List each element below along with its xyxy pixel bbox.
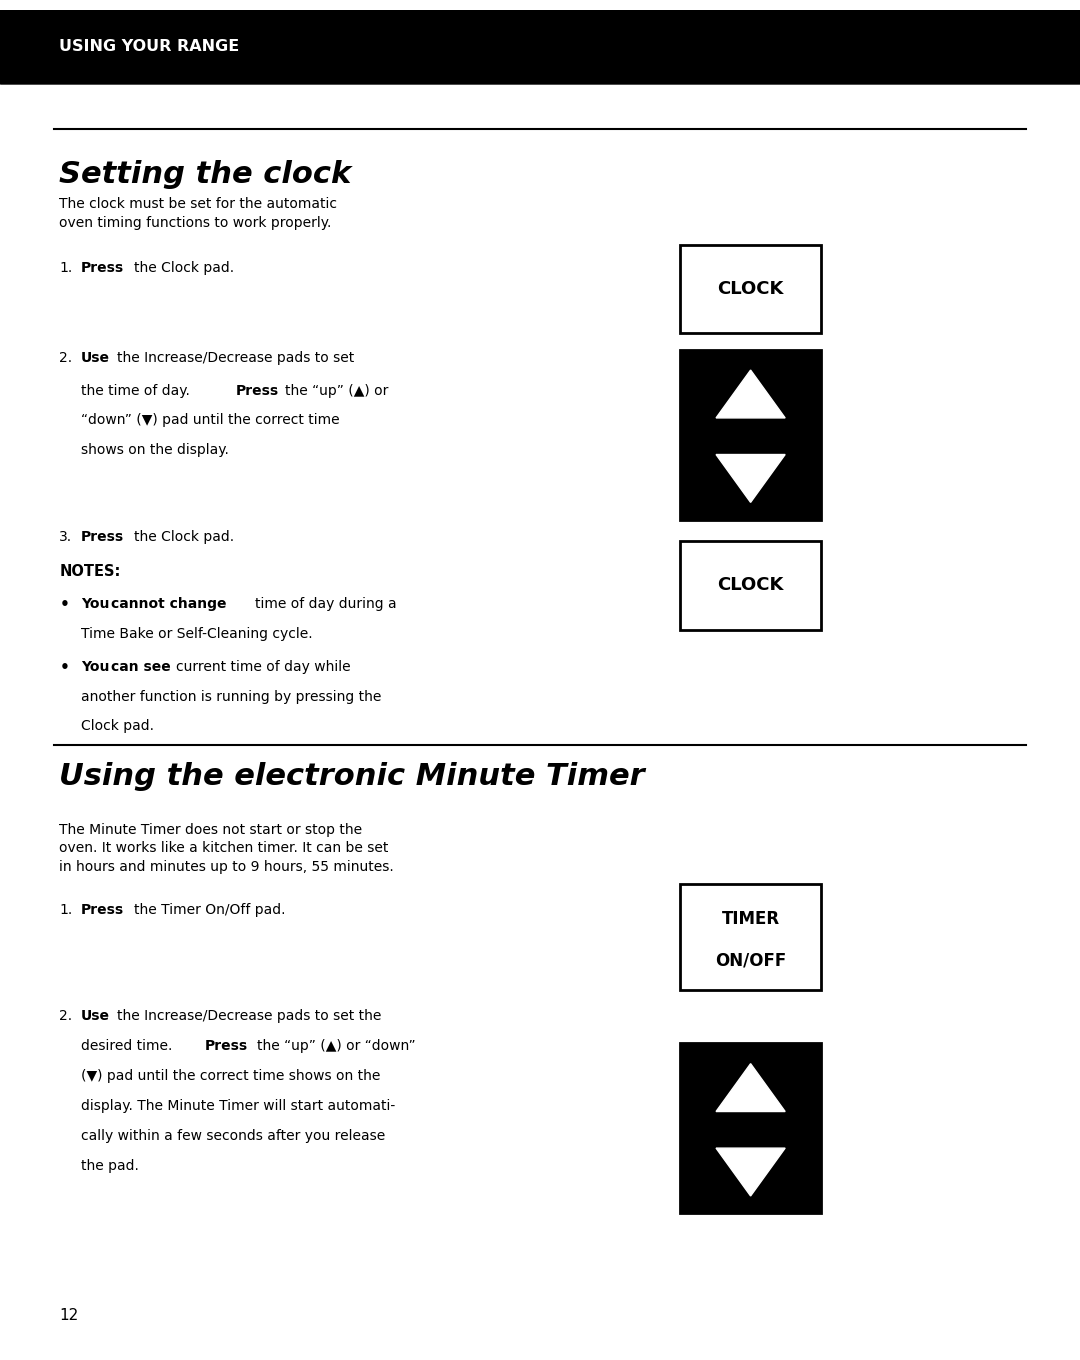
Text: Time Bake or Self-Cleaning cycle.: Time Bake or Self-Cleaning cycle.	[81, 627, 312, 641]
Text: Press: Press	[235, 384, 279, 397]
Text: •: •	[59, 597, 69, 612]
Text: the pad.: the pad.	[81, 1159, 139, 1172]
Text: the Increase/Decrease pads to set: the Increase/Decrease pads to set	[117, 351, 354, 364]
Text: display. The Minute Timer will start automati-: display. The Minute Timer will start aut…	[81, 1099, 395, 1112]
Text: (▼) pad until the correct time shows on the: (▼) pad until the correct time shows on …	[81, 1069, 380, 1083]
FancyBboxPatch shape	[0, 10, 1080, 84]
Text: Press: Press	[81, 261, 124, 275]
Text: cally within a few seconds after you release: cally within a few seconds after you rel…	[81, 1129, 386, 1142]
Text: You: You	[81, 660, 109, 673]
FancyBboxPatch shape	[680, 245, 821, 333]
Text: the “up” (▲) or: the “up” (▲) or	[285, 384, 389, 397]
Text: “down” (▼) pad until the correct time: “down” (▼) pad until the correct time	[81, 413, 339, 427]
Text: 2.: 2.	[59, 351, 72, 364]
Text: TIMER: TIMER	[721, 910, 780, 928]
Text: 12: 12	[59, 1308, 79, 1323]
Polygon shape	[716, 1064, 785, 1111]
Polygon shape	[716, 370, 785, 418]
Text: shows on the display.: shows on the display.	[81, 443, 229, 457]
Text: 1.: 1.	[59, 903, 72, 917]
Text: Press: Press	[205, 1039, 248, 1053]
Text: 1.: 1.	[59, 261, 72, 275]
Text: 3.: 3.	[59, 530, 72, 544]
Text: Press: Press	[81, 903, 124, 917]
FancyBboxPatch shape	[680, 541, 821, 630]
Text: The Minute Timer does not start or stop the
oven. It works like a kitchen timer.: The Minute Timer does not start or stop …	[59, 823, 394, 873]
Text: the time of day.: the time of day.	[81, 384, 190, 397]
Polygon shape	[716, 454, 785, 502]
Text: •: •	[59, 660, 69, 675]
FancyBboxPatch shape	[680, 884, 821, 990]
FancyBboxPatch shape	[680, 350, 821, 520]
FancyBboxPatch shape	[680, 1043, 821, 1213]
Text: The clock must be set for the automatic
oven timing functions to work properly.: The clock must be set for the automatic …	[59, 197, 337, 230]
Text: Setting the clock: Setting the clock	[59, 160, 352, 189]
Text: Use: Use	[81, 351, 110, 364]
Text: the Clock pad.: the Clock pad.	[134, 530, 234, 544]
Text: Clock pad.: Clock pad.	[81, 719, 154, 733]
Text: the Timer On/Off pad.: the Timer On/Off pad.	[134, 903, 285, 917]
Text: the Increase/Decrease pads to set the: the Increase/Decrease pads to set the	[117, 1009, 381, 1023]
Polygon shape	[716, 1148, 785, 1195]
Text: Use: Use	[81, 1009, 110, 1023]
Text: 2.: 2.	[59, 1009, 72, 1023]
Text: desired time.: desired time.	[81, 1039, 173, 1053]
Text: the “up” (▲) or “down”: the “up” (▲) or “down”	[257, 1039, 416, 1053]
Text: cannot change: cannot change	[111, 597, 227, 611]
Text: time of day during a: time of day during a	[255, 597, 396, 611]
Text: ON/OFF: ON/OFF	[715, 952, 786, 970]
Text: You: You	[81, 597, 109, 611]
Text: another function is running by pressing the: another function is running by pressing …	[81, 690, 381, 703]
Text: current time of day while: current time of day while	[176, 660, 351, 673]
Text: the Clock pad.: the Clock pad.	[134, 261, 234, 275]
Text: NOTES:: NOTES:	[59, 564, 121, 579]
Text: CLOCK: CLOCK	[717, 577, 784, 594]
Text: can see: can see	[111, 660, 171, 673]
Text: USING YOUR RANGE: USING YOUR RANGE	[59, 39, 240, 54]
Text: CLOCK: CLOCK	[717, 280, 784, 298]
Text: Using the electronic Minute Timer: Using the electronic Minute Timer	[59, 762, 645, 790]
Text: Press: Press	[81, 530, 124, 544]
